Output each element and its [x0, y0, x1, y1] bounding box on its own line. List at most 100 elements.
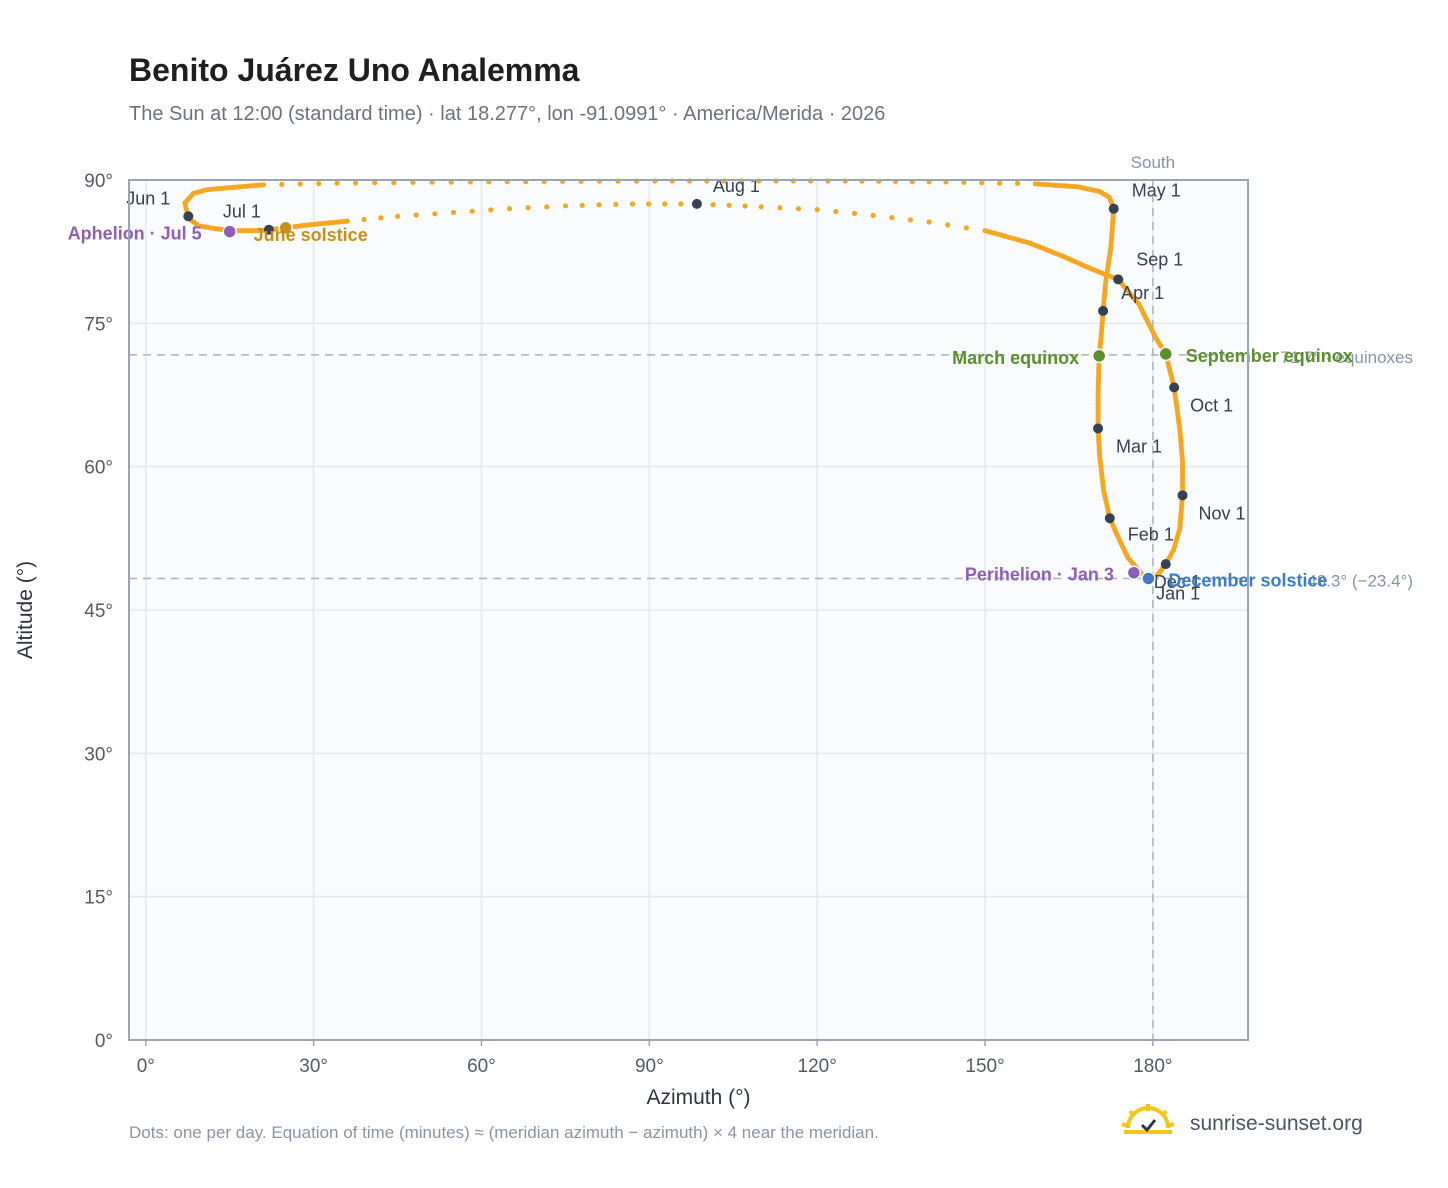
- analemma-day-dot: [629, 201, 636, 207]
- event-marker: [278, 220, 293, 236]
- month-marker-label: Aug 1: [713, 176, 760, 196]
- event-label: Perihelion · Jan 3: [965, 565, 1114, 585]
- analemma-day-dot: [945, 222, 951, 228]
- analemma-day-dot: [926, 219, 932, 225]
- analemma-day-dot: [395, 213, 401, 219]
- analemma-day-dot: [469, 208, 475, 214]
- month-marker: [1169, 382, 1180, 393]
- analemma-day-dot: [963, 225, 970, 231]
- month-marker-label: Nov 1: [1199, 503, 1246, 523]
- month-marker: [1160, 559, 1171, 570]
- analemma-day-dot: [795, 206, 802, 212]
- x-tick-label: 60°: [467, 1056, 496, 1077]
- analemma-day-dot: [833, 208, 839, 215]
- month-marker-label: Jul 1: [223, 202, 261, 222]
- analemma-day-dot: [997, 180, 1003, 186]
- analemma-day-dot: [907, 217, 914, 223]
- analemma-day-dot: [814, 207, 820, 213]
- analemma-day-dot: [758, 204, 764, 210]
- y-tick-label: 75°: [84, 314, 113, 335]
- analemma-day-dot: [889, 215, 895, 221]
- x-tick-label: 90°: [635, 1056, 664, 1077]
- month-marker-label: Jan 1: [1156, 584, 1200, 604]
- analemma-day-dot: [1014, 180, 1021, 186]
- brand-logo[interactable]: sunrise-sunset.org: [1120, 1102, 1390, 1146]
- analemma-day-dot: [726, 202, 732, 208]
- event-marker: [1091, 348, 1107, 364]
- y-tick-label: 60°: [84, 458, 113, 479]
- analemma-day-dot: [596, 202, 602, 208]
- analemma-day-dot: [870, 212, 876, 218]
- month-marker: [1098, 305, 1109, 316]
- x-tick-label: 180°: [1133, 1056, 1172, 1077]
- event-label: Aphelion · Jul 5: [68, 224, 202, 244]
- analemma-day-dot: [646, 201, 652, 207]
- month-marker-label: Mar 1: [1116, 436, 1162, 456]
- event-marker: [222, 224, 237, 239]
- analemma-day-dot: [391, 179, 397, 186]
- analemma-day-dot: [506, 206, 513, 212]
- analemma-day-dot: [410, 179, 416, 185]
- analemma-day-dot: [579, 202, 585, 208]
- analemma-day-dot: [353, 180, 359, 186]
- event-marker: [1141, 571, 1156, 586]
- analemma-day-dot: [979, 180, 985, 186]
- meridian-label: South: [1131, 153, 1175, 172]
- analemma-day-dot: [544, 204, 550, 210]
- event-label: March equinox: [952, 348, 1079, 368]
- analemma-day-dot: [710, 202, 716, 208]
- analemma-day-dot: [334, 180, 340, 186]
- month-marker: [183, 211, 194, 222]
- analemma-day-dot: [851, 210, 858, 216]
- analemma-day-dot: [344, 218, 350, 224]
- reference-line-label: 71.7° · equinoxes: [1281, 348, 1414, 367]
- month-marker: [1104, 513, 1115, 524]
- month-marker: [1177, 490, 1188, 501]
- month-marker-label: May 1: [1132, 181, 1181, 201]
- chart-title: Benito Juárez Uno Analemma: [129, 52, 580, 88]
- month-marker-label: Apr 1: [1121, 283, 1164, 303]
- y-tick-label: 90°: [84, 171, 113, 192]
- analemma-day-dot: [678, 201, 684, 207]
- analemma-day-dot: [450, 209, 457, 216]
- analemma-day-dot: [613, 201, 619, 207]
- analemma-day-dot: [488, 207, 494, 213]
- x-axis-title: Azimuth (°): [646, 1086, 750, 1109]
- month-marker-label: Sep 1: [1136, 249, 1183, 269]
- analemma-day-dot: [316, 181, 322, 187]
- event-label: September equinox: [1186, 346, 1353, 366]
- analemma-day-dot: [279, 181, 285, 187]
- analemma-day-dot: [562, 203, 569, 209]
- analemma-day-dot: [372, 180, 378, 186]
- month-marker-label: Dec 1: [1154, 572, 1201, 592]
- analemma-day-dot: [662, 201, 668, 207]
- chart-footnote: Dots: one per day. Equation of time (min…: [129, 1123, 879, 1142]
- x-tick-label: 150°: [965, 1056, 1004, 1077]
- x-tick-label: 120°: [798, 1056, 837, 1077]
- x-tick-label: 0°: [137, 1056, 155, 1077]
- analemma-day-dot: [1032, 181, 1038, 187]
- analemma-day-dot: [378, 215, 384, 221]
- month-marker-label: Feb 1: [1128, 524, 1174, 544]
- y-axis-title: Altitude (°): [14, 561, 37, 659]
- event-marker: [1158, 346, 1174, 362]
- analemma-day-dot: [525, 205, 531, 211]
- event-label: June solstice: [254, 225, 368, 245]
- analemma-day-dot: [413, 212, 419, 218]
- analemma-day-dot: [742, 203, 748, 209]
- event-marker: [1126, 565, 1142, 580]
- month-marker: [1093, 423, 1104, 434]
- plot-frame: [128, 179, 1249, 1041]
- month-marker: [1113, 274, 1124, 285]
- analemma-day-dot: [432, 211, 438, 217]
- analemma-day-dot: [297, 181, 303, 187]
- x-tick-label: 30°: [299, 1056, 328, 1077]
- y-tick-label: 15°: [84, 888, 113, 909]
- month-marker: [691, 198, 702, 209]
- month-marker: [1108, 203, 1119, 214]
- month-marker-label: Oct 1: [1190, 395, 1233, 415]
- month-marker: [263, 224, 274, 235]
- sun-logo-icon: [1121, 1104, 1175, 1134]
- chart-subtitle: The Sun at 12:00 (standard time) · lat 1…: [129, 103, 886, 125]
- brand-name: sunrise-sunset.org: [1190, 1112, 1363, 1135]
